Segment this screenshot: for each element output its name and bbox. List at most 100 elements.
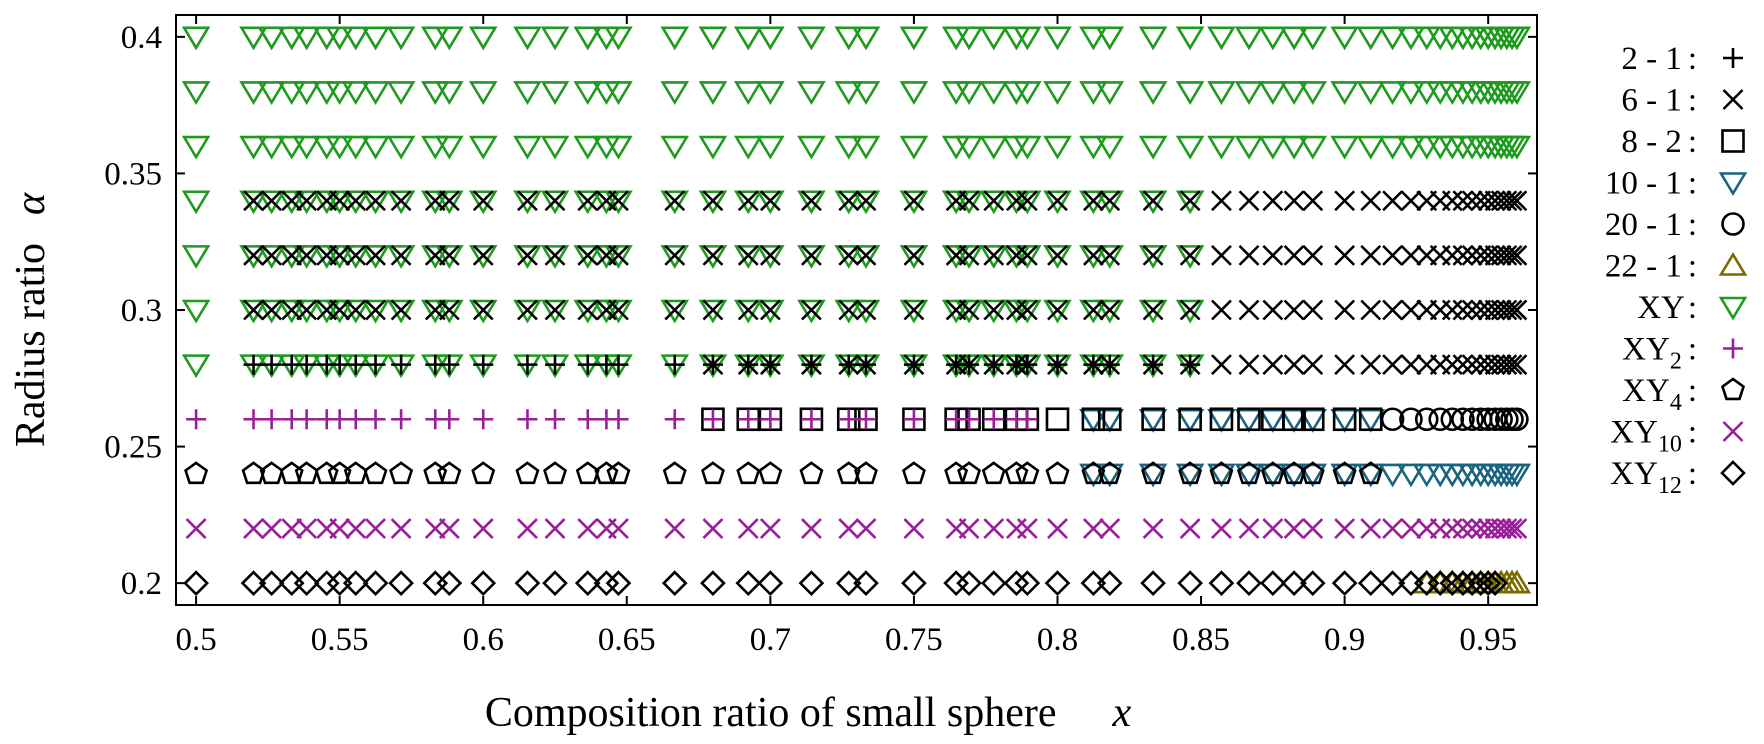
marker-xy	[733, 245, 763, 269]
marker-s6_1	[608, 190, 629, 212]
marker-xy10	[1382, 518, 1403, 539]
x-axis-title: Composition ratio of small sphere x	[485, 690, 1132, 736]
marker-s6_1	[1334, 190, 1356, 212]
marker-xy	[181, 190, 211, 215]
x-axis-title-text: Composition ratio of small sphere	[485, 690, 1057, 736]
marker-s6_1	[1360, 299, 1382, 321]
marker-s6_1	[1179, 190, 1201, 212]
marker-xy	[435, 135, 464, 160]
marker-xy	[1207, 81, 1236, 106]
marker-xy12	[258, 570, 285, 596]
marker-s6_1	[1099, 190, 1121, 212]
marker-s8_2	[1282, 407, 1306, 432]
marker-xy10	[1496, 518, 1518, 539]
marker-xy12	[1236, 570, 1262, 596]
marker-xy	[435, 245, 464, 269]
marker-s20_1	[1428, 407, 1453, 432]
marker-s6_1	[1400, 299, 1422, 321]
legend-colon: :	[1688, 207, 1697, 243]
marker-xy10	[1211, 518, 1232, 539]
marker-xy10	[903, 518, 925, 539]
marker-s6_1	[438, 244, 460, 266]
legend-name: XY	[1610, 415, 1658, 451]
marker-xy	[513, 81, 542, 106]
marker-s2_1	[243, 354, 264, 375]
marker-xy	[468, 299, 498, 324]
marker-xy	[1138, 299, 1168, 324]
marker-xy	[257, 81, 286, 106]
marker-xy	[1079, 245, 1108, 269]
marker-xy4	[1141, 461, 1166, 485]
marker-xy2	[473, 409, 494, 430]
marker-s6_1	[1099, 244, 1121, 266]
marker-xy2	[702, 409, 723, 430]
marker-xy4	[279, 461, 304, 485]
marker-xy	[1279, 135, 1309, 160]
marker-s6_1	[1360, 244, 1382, 266]
marker-xy	[954, 299, 984, 324]
marker-xy	[239, 135, 268, 160]
marker-s10_1	[1079, 408, 1108, 433]
marker-s6_1	[1360, 354, 1382, 376]
marker-s6_1	[544, 299, 566, 321]
legend-label: XY4:	[1622, 373, 1697, 416]
x-tick-label: 0.65	[598, 622, 656, 658]
marker-s6_1	[664, 299, 686, 321]
marker-xy	[573, 190, 603, 215]
marker-s6_1	[1211, 190, 1232, 212]
marker-xy	[797, 245, 826, 269]
marker-xy	[604, 135, 633, 160]
marker-xy10	[958, 518, 980, 539]
marker-xy	[979, 245, 1009, 269]
marker-xy12	[901, 570, 927, 596]
marker-s6_1	[1334, 244, 1356, 266]
legend-marker-xy4	[1720, 377, 1746, 401]
marker-xy	[341, 26, 371, 51]
marker-xy	[181, 26, 211, 51]
marker-xy10	[1501, 518, 1523, 539]
marker-xy	[540, 299, 570, 324]
marker-s8_2	[758, 407, 783, 432]
marker-xy12	[436, 570, 463, 596]
marker-s6_1	[1082, 299, 1104, 321]
marker-xy10	[544, 518, 566, 539]
marker-xy	[1396, 81, 1426, 106]
marker-s6_1	[983, 190, 1005, 212]
marker-s8_2	[1097, 407, 1122, 432]
marker-xy2	[261, 409, 282, 430]
marker-xy	[468, 81, 498, 106]
marker-s6_1	[1400, 190, 1422, 212]
marker-xy10	[1400, 518, 1422, 539]
marker-xy4	[944, 461, 969, 485]
marker-xy10	[855, 518, 877, 539]
marker-xy12	[798, 570, 825, 596]
marker-s6_1	[1283, 354, 1305, 376]
marker-xy	[1095, 135, 1125, 160]
legend-label: 20 - 1:	[1605, 207, 1697, 243]
marker-s6_1	[544, 244, 566, 266]
marker-xy4	[1097, 461, 1122, 485]
legend-marker-xy10	[1722, 421, 1744, 442]
marker-s20_1	[1489, 407, 1513, 432]
marker-xy	[341, 245, 371, 269]
marker-xy	[513, 245, 542, 269]
marker-s10_1	[1298, 463, 1328, 488]
marker-xy10	[185, 518, 207, 539]
marker-xy	[899, 135, 929, 160]
marker-s6_1	[1461, 354, 1483, 376]
marker-xy	[239, 26, 268, 51]
series-s8_2	[701, 407, 1383, 432]
marker-xy12	[1281, 570, 1307, 596]
marker-s6_1	[1047, 190, 1068, 212]
marker-xy	[386, 135, 416, 160]
marker-s8_2	[1045, 407, 1070, 432]
marker-xy	[1330, 81, 1359, 106]
marker-xy12	[835, 570, 862, 596]
legend-item-xy2: XY2:	[1622, 332, 1743, 375]
marker-s6_1	[1082, 244, 1104, 266]
marker-xy2	[517, 409, 538, 430]
legend-label: XY:	[1637, 290, 1697, 326]
marker-s2_1	[760, 354, 781, 375]
marker-s6_1	[1302, 354, 1324, 376]
marker-s6_1	[1382, 354, 1403, 376]
